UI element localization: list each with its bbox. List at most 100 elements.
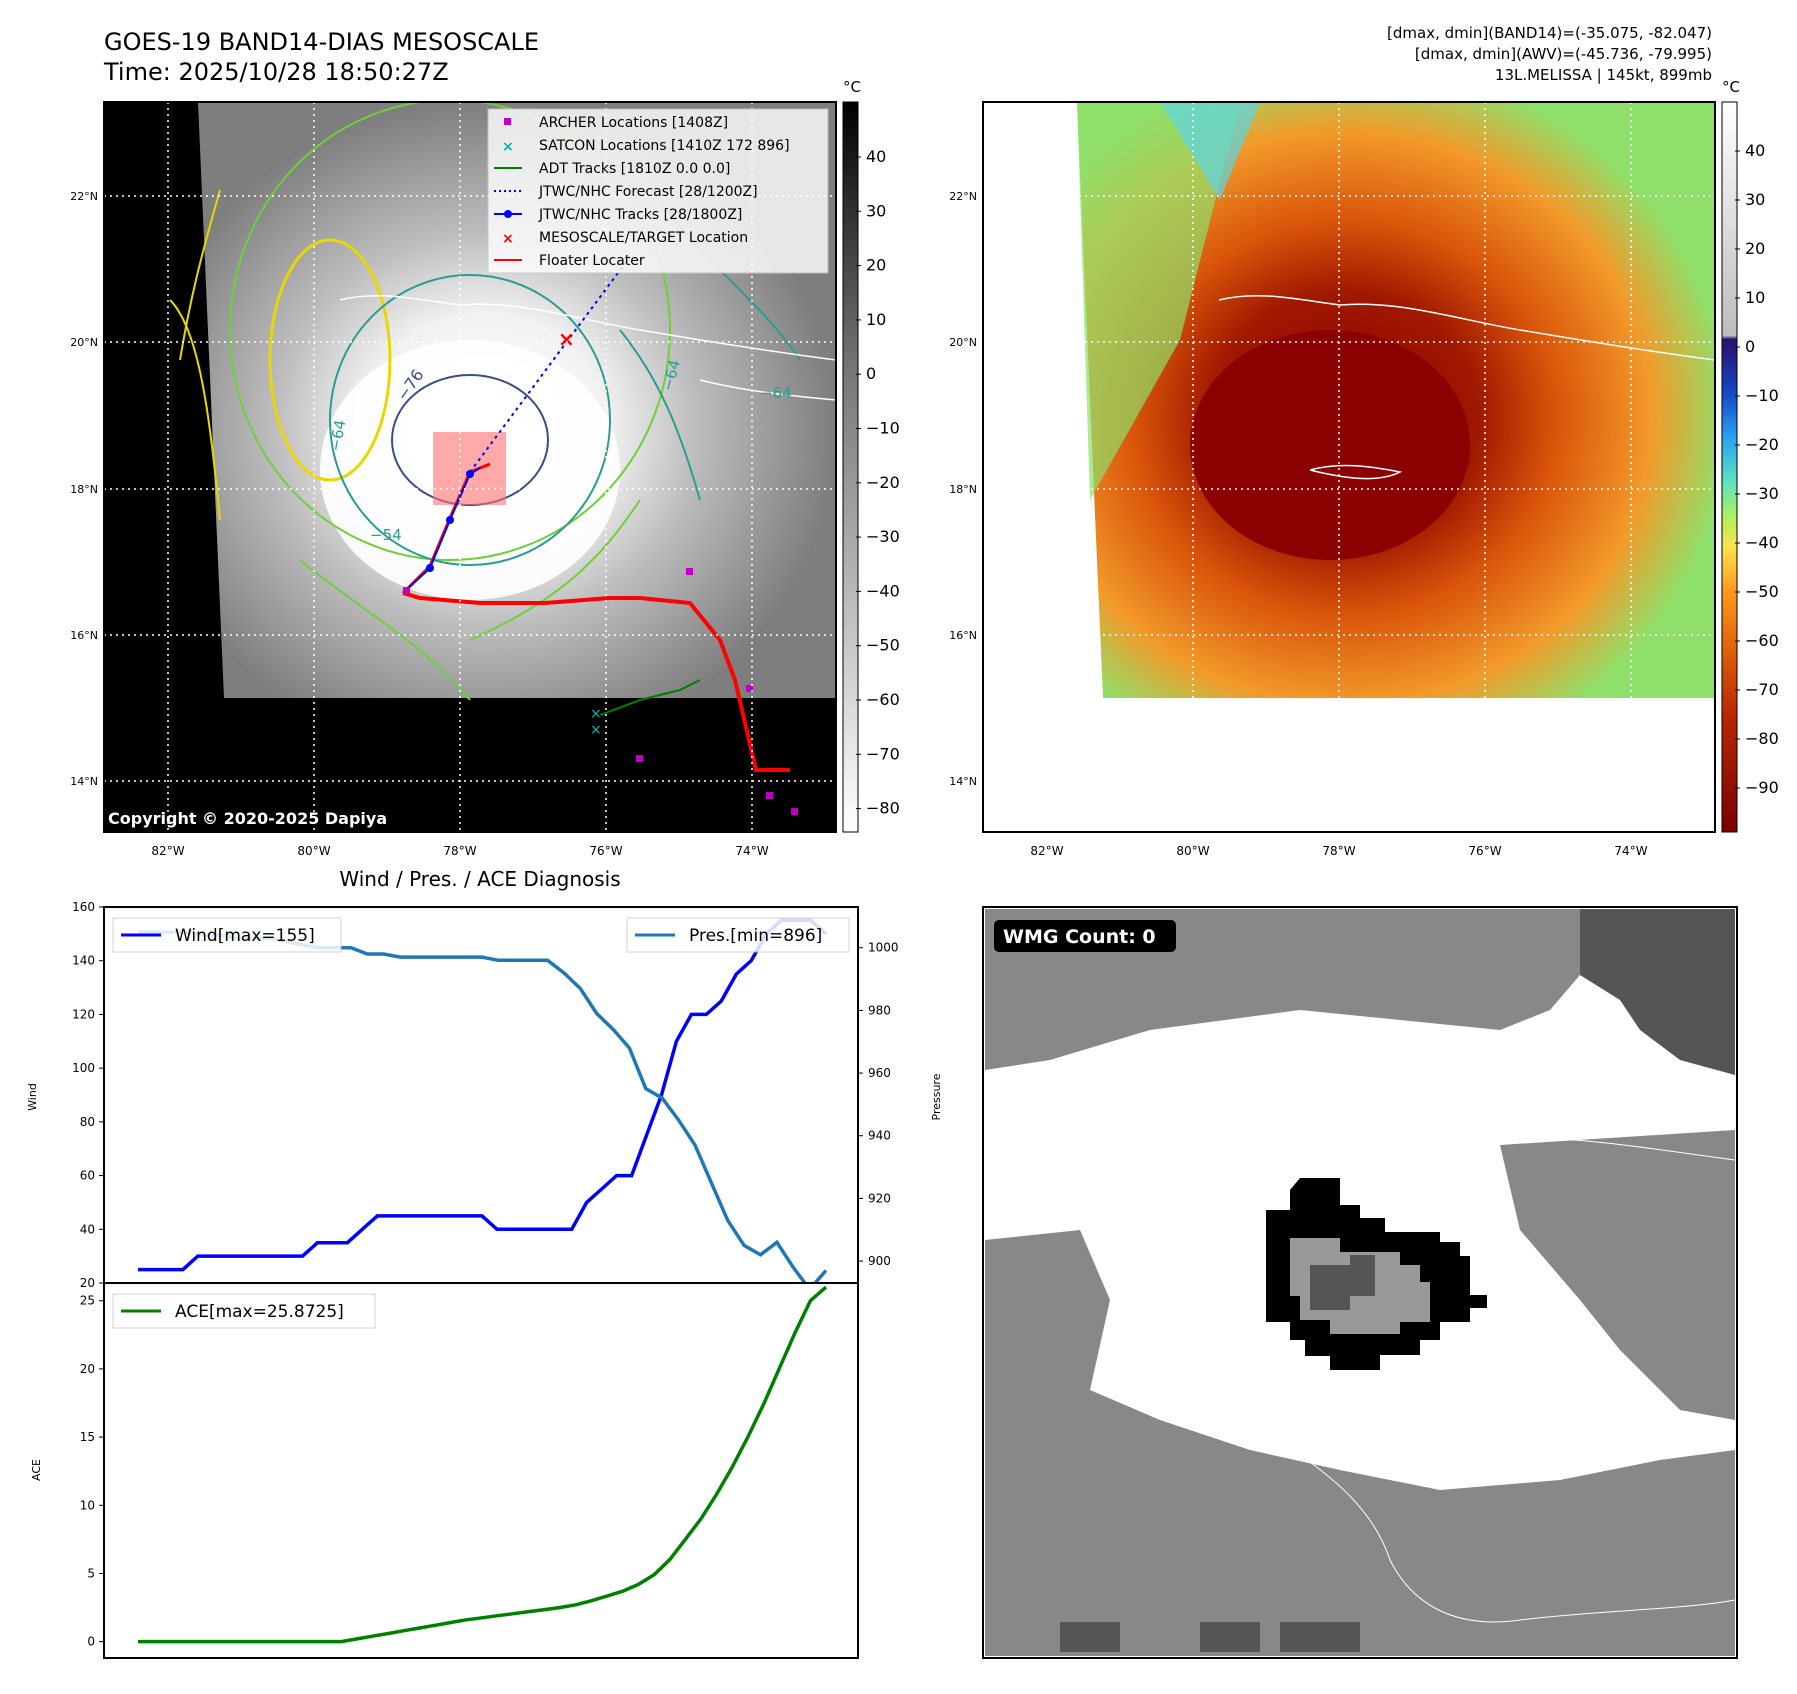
awv-dry-region (1077, 102, 1240, 500)
ir-colorbar: °C 40 30 20 10 0 −10 −20 −30 −40 −50 −60 −70 −80 (842, 78, 900, 833)
awv-colorbar: °C 40 30 20 10 0 −10 −20 −30 −40 −50 −60 −70 −80 −90 (1721, 78, 1779, 833)
pressure-axis-label: Pressure (930, 1073, 943, 1120)
awv-storm-core (1190, 330, 1470, 560)
legend-marker-target: × (502, 231, 514, 247)
pressure-axis-tick-label: 920 (868, 1191, 891, 1205)
satcon-point: × (590, 722, 602, 738)
legend-label: JTWC/NHC Tracks [28/1800Z] (538, 207, 742, 223)
legend-marker-archer (504, 118, 511, 125)
legend-label: ARCHER Locations [1408Z] (539, 115, 728, 131)
pressure-axis-tick-label: 980 (868, 1003, 891, 1017)
awv-colorbar-tick-label: −10 (1745, 386, 1779, 405)
awv-colorbar-tick-label: −60 (1745, 631, 1779, 650)
archer-point (636, 755, 643, 762)
wmg-panel: WMG Count: 0 (982, 906, 1738, 1659)
adt-track (599, 679, 701, 716)
ir-colorbar-tick-label: 10 (866, 310, 886, 329)
ir-colorbar-tick-label: 0 (866, 364, 876, 383)
wmg-dark-ne (1580, 909, 1735, 1075)
ace-axis-tick-label: 20 (80, 1362, 95, 1376)
awv-dry-core (1160, 102, 1260, 200)
best-track-point (446, 516, 454, 524)
pres-legend-label: Pres.[min=896] (689, 926, 822, 946)
wmg-gray-east (1500, 1130, 1735, 1420)
lon-tick: 74°W (1614, 844, 1647, 858)
awv-coastline-cuba (1218, 294, 1715, 361)
wmg-dark-patch (1060, 1622, 1120, 1652)
title-line-1: GOES-19 BAND14-DIAS MESOSCALE (104, 28, 539, 56)
awv-colorbar-tick-label: −30 (1745, 484, 1779, 503)
lat-tick: 20°N (949, 336, 977, 349)
pressure-axis-tick-label: 900 (868, 1254, 891, 1268)
wmg-eye-dark (1310, 1255, 1375, 1310)
ir-contour-teal (329, 274, 611, 566)
wind-axis-tick-label: 140 (72, 954, 95, 968)
legend-label: Floater Locater (539, 253, 645, 269)
legend-label: ADT Tracks [1810Z 0.0 0.0] (539, 161, 730, 177)
lon-tick: 78°W (1322, 844, 1355, 858)
legend-box (487, 108, 829, 274)
wind-axis-tick-label: 40 (80, 1222, 95, 1236)
diagnosis-title: Wind / Pres. / ACE Diagnosis (339, 867, 620, 891)
ir-contour-green (229, 102, 671, 561)
lon-tick: 80°W (1176, 844, 1209, 858)
contour-label: −54 (370, 526, 402, 544)
awv-colorbar-tick-label: −20 (1745, 435, 1779, 454)
ir-colorbar-tick-label: 40 (866, 147, 886, 166)
awv-colorbar-tick-label: −90 (1745, 778, 1779, 797)
ace-legend-box (112, 1293, 376, 1329)
title-line-2: Time: 2025/10/28 18:50:27Z (103, 58, 449, 86)
wmg-frame (982, 906, 1738, 1659)
info-line-3: 13L.MELISSA | 145kt, 899mb (1495, 66, 1712, 84)
lon-tick: 76°W (589, 844, 622, 858)
ir-contour-yellow (268, 238, 392, 482)
wind-chart-frame (103, 906, 859, 1284)
satcon-point: × (590, 706, 602, 722)
lat-tick: 16°N (949, 629, 977, 642)
ace-axis-label: ACE (30, 1459, 43, 1481)
ir-colorbar-tick-label: −80 (866, 799, 900, 818)
wind-axis-tick-label: 120 (72, 1007, 95, 1021)
awv-colorbar-tick-label: −40 (1745, 533, 1779, 552)
archer-point (403, 587, 410, 594)
wmg-gray-west (985, 1260, 1060, 1390)
ir-contour-yellow-outer (169, 189, 221, 521)
lat-tick: 18°N (70, 483, 98, 496)
legend-label: SATCON Locations [1410Z 172 896] (539, 138, 790, 154)
archer-point (686, 568, 693, 575)
legend-label: MESOSCALE/TARGET Location (539, 230, 748, 246)
ir-colorbar-gradient (842, 101, 859, 833)
lat-tick: 16°N (70, 629, 98, 642)
ace-series-line (138, 1285, 828, 1644)
best-track-point (426, 564, 434, 572)
wmg-count-label: WMG Count: 0 (1003, 926, 1156, 948)
wmg-coastline (1279, 1439, 1736, 1623)
ir-colorbar-tick-label: −40 (866, 581, 900, 600)
wind-axis-tick-label: 60 (80, 1169, 95, 1183)
wind-axis-tick-label: 80 (80, 1115, 95, 1129)
wind-axis-label: Wind (26, 1083, 39, 1111)
awv-dry-ne (1640, 102, 1715, 200)
wind-axis-tick-label: 160 (72, 900, 95, 914)
legend-label: JTWC/NHC Forecast [28/1200Z] (538, 184, 758, 200)
ir-colorbar-tick-label: −30 (866, 527, 900, 546)
ir-map-panel: × × × −76 −64 −64 −64 −54 Copyright © 20 (70, 101, 837, 858)
best-track-point (466, 470, 474, 478)
ace-axis-tick-label: 5 (87, 1566, 95, 1580)
ir-colorbar-tick-label: −60 (866, 690, 900, 709)
info-line-2: [dmax, dmin](AWV)=(-45.736, -79.995) (1415, 45, 1712, 63)
awv-colorbar-tick-label: −50 (1745, 582, 1779, 601)
wind-axis-tick-label: 100 (72, 1061, 95, 1075)
archer-point (791, 808, 798, 815)
pressure-axis-tick-label: 1000 (868, 941, 899, 955)
awv-colorbar-tick-label: 30 (1745, 190, 1765, 209)
lon-tick: 82°W (1030, 844, 1063, 858)
ir-axis-ticks: 82°W 80°W 78°W 76°W 74°W 22°N 20°N 18°N … (70, 190, 768, 858)
ir-colorbar-tick-label: 30 (866, 201, 886, 220)
wmg-coastline (1539, 1137, 1736, 1161)
floater-box (433, 432, 506, 505)
awv-colorbar-tick-label: 0 (1745, 337, 1755, 356)
info-line-1: [dmax, dmin](BAND14)=(-35.075, -82.047) (1387, 24, 1712, 42)
